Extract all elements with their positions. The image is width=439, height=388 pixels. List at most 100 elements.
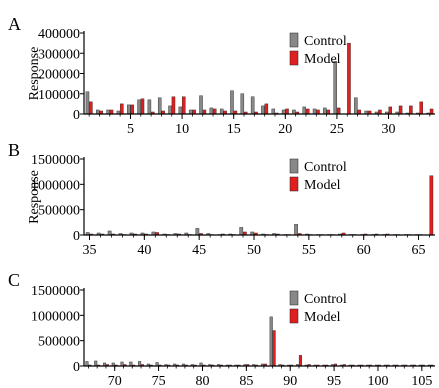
panel-a-bar-control-11 (188, 109, 193, 115)
panel-a-bar-control-19 (271, 108, 276, 115)
panel-a-bar-model-26 (347, 42, 351, 115)
panel-a-bar-control-27 (354, 97, 358, 115)
panel-b-y-tick-label: 0 (73, 229, 80, 244)
panel-a-legend-label-model: Model (304, 52, 341, 67)
panel-c-bar-control-88 (269, 316, 273, 367)
panel-a-bar-model-34 (429, 108, 434, 115)
panel-a-bar-model-20 (285, 108, 289, 115)
panel-a-bar-control-20 (281, 109, 286, 115)
panel-a-bar-control-21 (292, 109, 296, 115)
panel-a-bar-control-24 (323, 107, 327, 115)
panel-a-y-tick-label: 400000 (38, 27, 80, 42)
panel-a-bar-model-5 (130, 104, 134, 115)
panel-a-legend-label-control: Control (304, 34, 347, 49)
panel-a-bar-control-14 (219, 108, 224, 115)
panel-b-x-tick-label: 55 (302, 243, 316, 258)
panel-a-y-axis-label: Response (27, 47, 42, 101)
panel-c-x-tick-label: 105 (411, 374, 432, 388)
panel-c-legend-swatch-control (289, 290, 299, 306)
panel-a-bar-control-22 (302, 106, 307, 115)
panel-b-bar-control-49 (239, 227, 244, 236)
panel-a-bar-model-29 (378, 109, 382, 115)
panel-c-x-tick-label: 100 (367, 374, 388, 388)
panel-b-legend-swatch-model (289, 176, 299, 192)
panel-a-bar-model-31 (398, 105, 403, 115)
panel-a-bar-model-9 (171, 96, 176, 115)
panel-a-bar-model-27 (357, 109, 362, 115)
panel-a-bar-control-9 (168, 105, 172, 115)
panel-c-x-tick-label: 80 (195, 374, 209, 388)
panel-a-bar-model-6 (140, 98, 145, 115)
panel-a-bar-control-8 (157, 97, 162, 115)
panel-a-bar-model-13 (212, 108, 217, 115)
panel-a-bar-model-4 (120, 103, 124, 115)
panel-a-bar-model-18 (264, 103, 269, 115)
panel-a-bar-model-24 (326, 109, 331, 115)
panel-b-bar-control-45 (195, 228, 200, 236)
panel-c-x-tick-label: 95 (327, 374, 341, 388)
panel-a-bar-control-12 (199, 95, 203, 115)
panel-c-y-tick-label: 1500000 (31, 284, 80, 299)
panel-b-y-tick-label: 1000000 (31, 178, 80, 193)
panel-b-legend-label-model: Model (304, 178, 341, 193)
panel-a-bar-model-11 (192, 109, 196, 115)
panel-b-bar-model-66 (429, 175, 434, 236)
panel-b-y-tick-label: 500000 (38, 204, 80, 219)
panel-b-x-tick-label: 50 (247, 243, 261, 258)
panel-a-bar-control-3 (106, 109, 110, 115)
panel-a-bar-control-17 (250, 96, 255, 115)
panel-a-bar-control-16 (240, 93, 245, 115)
panel-a-legend-swatch-model (289, 50, 299, 66)
panel-b-legend-label-control: Control (304, 160, 347, 175)
panel-b-y-axis-label: Response (27, 170, 42, 224)
panel-a-x-tick-label: 25 (330, 122, 344, 137)
panel-c-x-tick-label: 75 (152, 374, 166, 388)
panel-a-bar-model-32 (409, 105, 413, 115)
panel-a-bar-control-15 (230, 90, 234, 115)
panel-a-bar-control-6 (137, 99, 141, 115)
panel-c-y-tick-label: 1000000 (31, 309, 80, 324)
panel-b-y-tick-label: 1500000 (31, 153, 80, 168)
panel-a-y-tick-label: 0 (73, 108, 80, 123)
panel-c-x-tick-label: 90 (283, 374, 297, 388)
panel-c-bar-control-67 (85, 361, 89, 367)
panel-a-bar-control-10 (178, 106, 183, 115)
panel-a-x-tick-label: 5 (127, 122, 134, 137)
panel-a-y-tick-label: 200000 (38, 68, 80, 83)
panel-a-bar-model-12 (202, 109, 207, 115)
panel-a-bar-model-30 (388, 106, 392, 115)
panel-c-legend-label-model: Model (304, 310, 341, 325)
panel-a-bar-control-7 (147, 99, 152, 115)
panel-a-bar-control-2 (96, 109, 100, 115)
panel-c-bar-model-91 (298, 355, 302, 367)
panel-a-bar-model-33 (419, 101, 423, 115)
panel-b-x-tick-label: 40 (137, 243, 151, 258)
panel-a-y-tick-label: 100000 (38, 88, 80, 103)
panel-c-letter: C (8, 270, 20, 290)
panel-b-bar-control-54 (294, 224, 298, 236)
panel-c-bar-control-72 (129, 361, 133, 367)
panel-c-y-tick-label: 500000 (38, 335, 80, 350)
panel-b-letter: B (8, 140, 20, 160)
panel-a-x-tick-label: 10 (175, 122, 189, 137)
panel-c-legend-label-control: Control (304, 292, 347, 307)
panel-b-legend-swatch-control (289, 158, 299, 174)
panel-c-bar-model-88 (272, 330, 276, 367)
panel-c-legend-swatch-model (289, 308, 299, 324)
panel-c-y-tick-label: 0 (73, 360, 80, 375)
panel-c-bar-control-73 (138, 361, 142, 367)
panel-a-bar-control-18 (261, 105, 265, 115)
panel-c-bar-control-71 (120, 361, 124, 367)
panel-a-legend-swatch-control (289, 32, 299, 48)
panel-b-x-tick-label: 45 (192, 243, 206, 258)
panel-a-bar-model-3 (109, 109, 114, 115)
panel-a-bar-control-5 (127, 104, 131, 115)
panel-b-x-tick-label: 65 (412, 243, 426, 258)
panel-a-bar-model-23 (316, 109, 320, 115)
panel-a-y-tick-label: 300000 (38, 47, 80, 62)
panel-a-x-tick-label: 30 (382, 122, 396, 137)
panel-a-bar-model-25 (336, 107, 341, 115)
panel-a-bar-model-22 (305, 108, 310, 115)
panel-a-bar-control-1 (85, 91, 90, 115)
